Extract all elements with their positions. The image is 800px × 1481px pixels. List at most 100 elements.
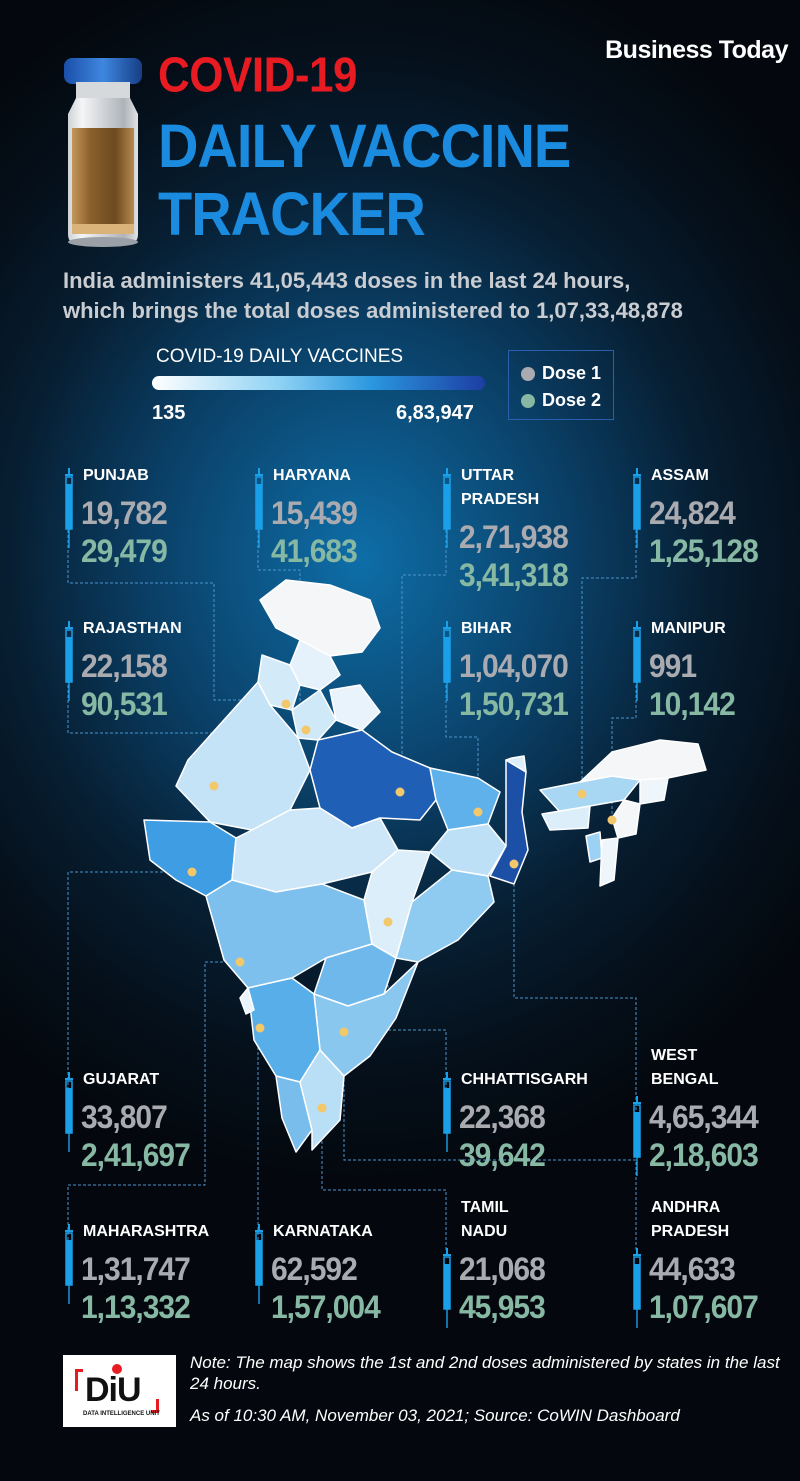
dose-2-value: 2,41,697	[81, 1138, 191, 1174]
dose-1-value: 4,65,344	[649, 1100, 759, 1136]
leader-tamil-nadu	[321, 1108, 447, 1250]
dose-1-value: 15,439	[271, 496, 358, 532]
dose-2-value: 1,57,004	[271, 1290, 381, 1326]
intro-text: India administers 41,05,443 doses in the…	[63, 266, 783, 326]
state-bihar	[429, 767, 501, 831]
legend-min-value: 135	[152, 402, 186, 424]
diu-logo: DiU DATA INTELLIGENCE UNIT	[63, 1355, 176, 1427]
state-markers	[187, 699, 617, 1113]
legend-max-value: 6,83,947	[396, 402, 474, 424]
intro-line-1: India administers 41,05,443 doses in the…	[63, 268, 631, 293]
marker-gujarat	[187, 867, 197, 877]
syringe-icon	[443, 1248, 451, 1328]
diu-logo-icon	[75, 1364, 159, 1413]
marker-uttar-pradesh	[395, 787, 405, 797]
marker-punjab	[281, 699, 291, 709]
legend-gradient-bar	[152, 376, 485, 390]
dose-1-value: 22,158	[81, 649, 168, 685]
leader-rajasthan	[67, 660, 215, 784]
state-name: BIHAR	[461, 620, 512, 637]
footer-note: Note: The map shows the 1st and 2nd dose…	[190, 1353, 780, 1393]
dose-2-value: 1,07,607	[649, 1290, 759, 1326]
marker-maharashtra	[235, 957, 245, 967]
diu-logo-text: DiU	[85, 1371, 142, 1409]
marker-assam	[577, 789, 587, 799]
marker-rajasthan	[209, 781, 219, 791]
legend-title: COVID-19 DAILY VACCINES	[156, 346, 404, 367]
dose-2-value: 1,25,128	[649, 534, 759, 570]
dose-2-label: Dose 2	[542, 390, 602, 410]
state-name: MANIPUR	[651, 620, 726, 637]
dose-1-value: 991	[649, 649, 697, 685]
marker-andhra-pradesh	[339, 1027, 349, 1037]
marker-haryana	[301, 725, 311, 735]
dose-2-value: 39,642	[459, 1138, 546, 1174]
state-meghalaya	[541, 805, 591, 831]
title-covid: COVID-19	[158, 48, 357, 103]
dose-2-legend-item: Dose 2	[521, 387, 613, 414]
state-west-bengal	[489, 759, 529, 885]
state-name: CHHATTISGARH	[461, 1071, 588, 1088]
brand-logo: Business Today	[605, 36, 788, 64]
state-name: ANDHRA PRADESH	[651, 1199, 730, 1240]
state-haryana	[291, 689, 337, 741]
dose-1-value: 2,71,938	[459, 520, 569, 556]
dose-1-legend-item: Dose 1	[521, 360, 613, 387]
state-mizoram	[599, 837, 619, 887]
leader-gujarat	[67, 871, 192, 1110]
state-gujarat	[143, 819, 237, 897]
leader-andhra-pradesh	[343, 1032, 637, 1250]
state-name: WEST BENGAL	[651, 1047, 719, 1088]
syringe-icon	[65, 1224, 73, 1304]
dose-2-value: 10,142	[649, 687, 736, 723]
state-jammu-kashmir	[259, 579, 381, 657]
state-arunachal	[579, 739, 707, 783]
syringe-icon	[65, 621, 73, 701]
leader-uttar-pradesh	[401, 530, 447, 790]
dose-1-value: 1,31,747	[81, 1252, 191, 1288]
state-name: GUJARAT	[83, 1071, 160, 1088]
dose-legend: Dose 1 Dose 2	[508, 350, 614, 420]
dose-1-label: Dose 1	[542, 363, 602, 383]
marker-west-bengal	[509, 859, 519, 869]
state-name: MAHARASHTRA	[83, 1223, 210, 1240]
dose-1-value: 44,633	[649, 1252, 736, 1288]
state-name: HARYANA	[273, 467, 351, 484]
state-uttarakhand	[329, 684, 381, 731]
intro-line-2: which brings the total doses administere…	[63, 298, 683, 323]
state-tripura	[585, 831, 603, 863]
syringe-icon	[65, 468, 73, 548]
state-shapes	[143, 579, 707, 1153]
dose-2-value: 2,18,603	[649, 1138, 759, 1174]
marker-chhattisgarh	[383, 917, 393, 927]
leader-bihar	[445, 660, 479, 810]
dose-2-value: 1,50,731	[459, 687, 569, 723]
syringe-icon	[255, 468, 263, 548]
dose-2-value: 3,41,318	[459, 558, 569, 594]
syringe-icon	[443, 621, 451, 701]
dose-2-value: 45,953	[459, 1290, 546, 1326]
syringe-icon	[443, 468, 451, 548]
diu-logo-subtitle: DATA INTELLIGENCE UNIT	[83, 1411, 160, 1417]
state-odisha	[395, 869, 495, 963]
leader-assam	[581, 520, 637, 792]
dose-2-dot-icon	[521, 393, 535, 408]
title-line-daily-vaccine: DAILY VACCINE	[158, 110, 571, 181]
syringe-icon	[65, 1072, 73, 1152]
dose-1-value: 21,068	[459, 1252, 546, 1288]
leader-west-bengal	[513, 864, 637, 1110]
state-goa	[239, 987, 255, 1015]
marker-karnataka	[255, 1023, 265, 1033]
state-name: UTTAR PRADESH	[461, 467, 540, 508]
title-main: DAILY VACCINE TRACKER	[158, 110, 571, 248]
footer-source: As of 10:30 AM, November 03, 2021; Sourc…	[190, 1406, 680, 1425]
state-name: ASSAM	[651, 467, 709, 484]
state-sikkim	[505, 755, 527, 773]
state-name: RAJASTHAN	[83, 620, 182, 637]
dose-1-value: 33,807	[81, 1100, 168, 1136]
syringe-icon	[255, 1224, 263, 1304]
dose-1-dot-icon	[521, 366, 535, 381]
state-manipur	[611, 799, 641, 839]
dose-2-value: 41,683	[271, 534, 358, 570]
